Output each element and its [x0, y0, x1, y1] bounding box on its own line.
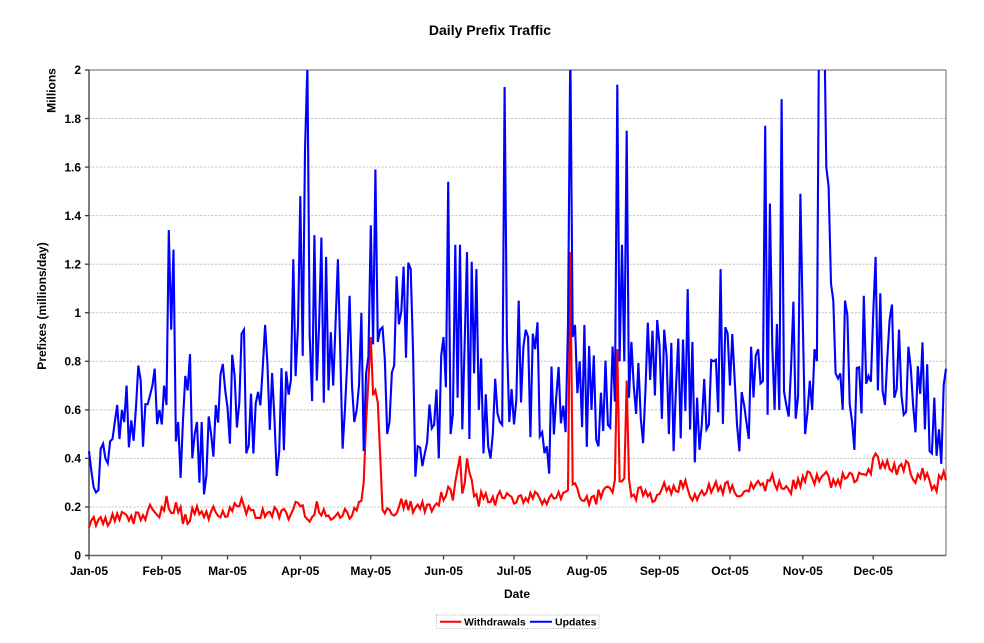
svg-text:Daily Prefix Traffic: Daily Prefix Traffic: [429, 22, 551, 38]
svg-text:Jun-05: Jun-05: [424, 564, 463, 578]
svg-text:May-05: May-05: [350, 564, 391, 578]
svg-text:Millions: Millions: [45, 68, 59, 113]
svg-text:Withdrawals: Withdrawals: [464, 617, 526, 629]
svg-text:Feb-05: Feb-05: [142, 564, 181, 578]
svg-text:1.4: 1.4: [64, 209, 81, 223]
svg-text:0: 0: [74, 549, 81, 563]
svg-text:Aug-05: Aug-05: [566, 564, 607, 578]
svg-text:0.4: 0.4: [64, 452, 81, 466]
svg-text:Apr-05: Apr-05: [281, 564, 319, 578]
svg-text:Sep-05: Sep-05: [640, 564, 680, 578]
svg-text:Dec-05: Dec-05: [854, 564, 894, 578]
svg-text:Prefixes (millions/day): Prefixes (millions/day): [35, 242, 49, 369]
svg-text:0.8: 0.8: [64, 355, 81, 369]
svg-text:Nov-05: Nov-05: [783, 564, 823, 578]
svg-text:1.8: 1.8: [64, 112, 81, 126]
svg-text:Date: Date: [504, 587, 530, 601]
svg-text:1.2: 1.2: [64, 257, 81, 271]
svg-text:Mar-05: Mar-05: [208, 564, 247, 578]
svg-text:0.2: 0.2: [64, 500, 81, 514]
svg-text:2: 2: [74, 63, 81, 77]
svg-text:Updates: Updates: [555, 617, 597, 629]
svg-text:1: 1: [74, 306, 81, 320]
svg-text:1.6: 1.6: [64, 160, 81, 174]
svg-text:Oct-05: Oct-05: [711, 564, 749, 578]
svg-text:0.6: 0.6: [64, 403, 81, 417]
svg-text:Jan-05: Jan-05: [70, 564, 108, 578]
svg-text:Jul-05: Jul-05: [497, 564, 532, 578]
